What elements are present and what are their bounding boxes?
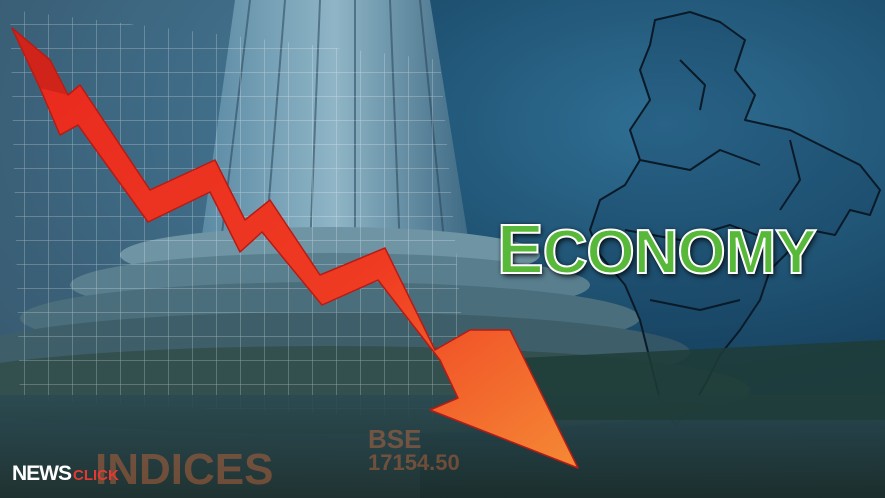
- logo-click: CLICK: [73, 467, 119, 484]
- india-map-outline-icon: [589, 11, 881, 426]
- downward-zigzag-arrow-icon: [11, 27, 579, 469]
- headline-rest: CONOMY: [542, 217, 818, 288]
- economy-headline: ECONOMY: [496, 210, 857, 288]
- newsclick-logo: NEWS CLICK: [12, 461, 119, 487]
- logo-news: NEWS: [12, 462, 72, 485]
- headline-first-letter: E: [496, 210, 545, 288]
- board-text-bse: BSE: [368, 424, 422, 454]
- board-text-indices: INDICES: [95, 445, 274, 494]
- board-text-value: 17154.50: [368, 450, 460, 475]
